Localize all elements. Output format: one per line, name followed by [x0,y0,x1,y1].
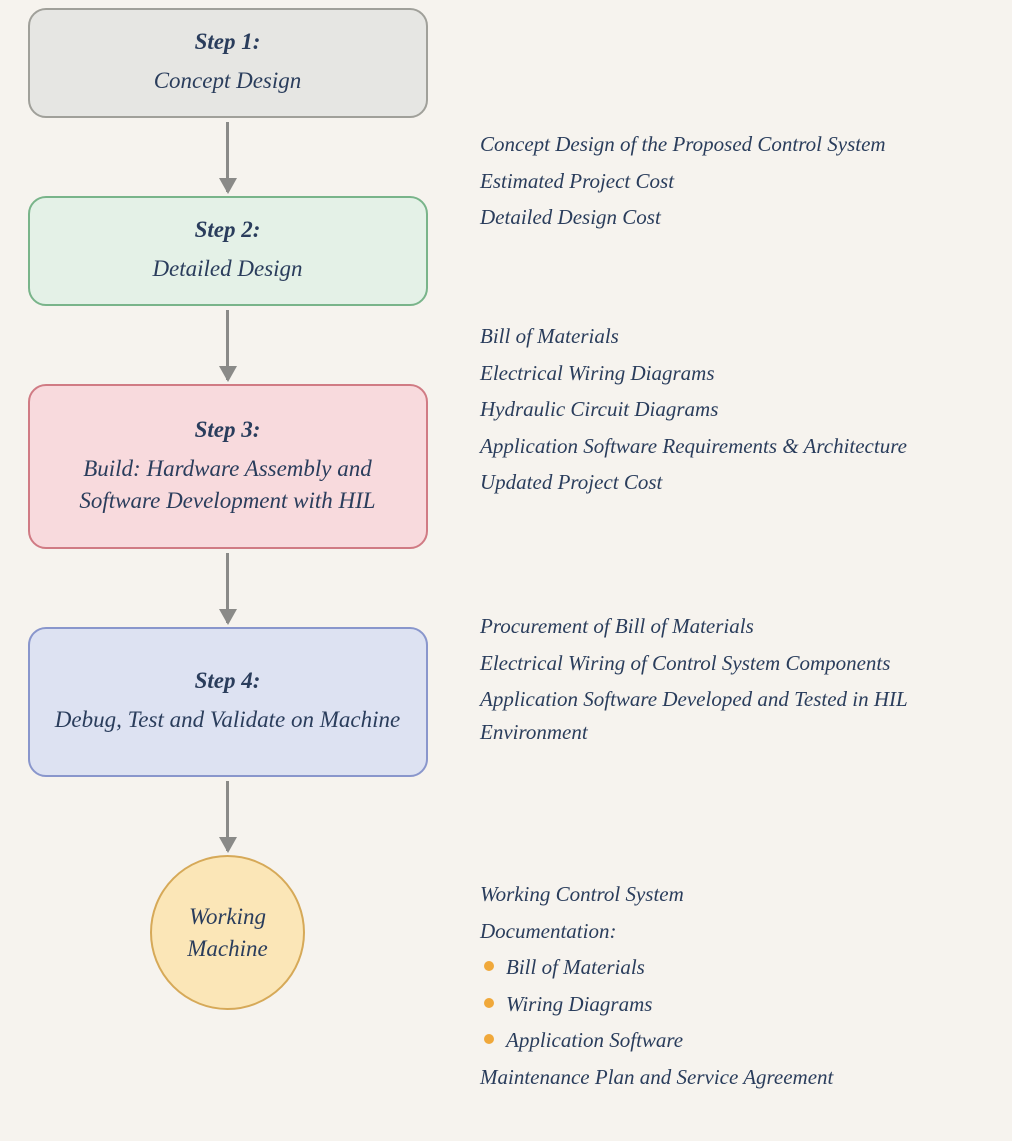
desc-line: Updated Project Cost [480,466,990,499]
flowchart-column: Step 1: Concept Design Step 2: Detailed … [10,8,445,1010]
step-4-box: Step 4: Debug, Test and Validate on Mach… [28,627,428,777]
desc-line: Detailed Design Cost [480,201,990,234]
step-2-body: Detailed Design [48,253,408,284]
desc-line: Application Software Developed and Teste… [480,683,990,748]
step-3-body: Build: Hardware Assembly and Software De… [48,453,408,515]
arrow-3 [226,553,229,623]
desc-block-3: Procurement of Bill of Materials Electric… [480,610,990,752]
desc-line: Estimated Project Cost [480,165,990,198]
desc-line: Hydraulic Circuit Diagrams [480,393,990,426]
desc-bullet-text: Application Software [506,1028,683,1052]
step-4-body: Debug, Test and Validate on Machine [48,704,408,735]
step-3-title: Step 3: [48,417,408,443]
desc-bullet-text: Wiring Diagrams [506,992,652,1016]
step-2-title: Step 2: [48,217,408,243]
desc-line: Working Control System [480,878,990,911]
desc-bullet-text: Bill of Materials [506,955,645,979]
bullet-icon [484,961,494,971]
desc-block-4: Working Control System Documentation: Bill… [480,878,990,1097]
step-2-box: Step 2: Detailed Design [28,196,428,306]
bullet-icon [484,1034,494,1044]
terminal-node: Working Machine [150,855,305,1010]
desc-line: Electrical Wiring Diagrams [480,357,990,390]
desc-line: Electrical Wiring of Control System Comp… [480,647,990,680]
step-1-body: Concept Design [48,65,408,96]
step-3-box: Step 3: Build: Hardware Assembly and Sof… [28,384,428,549]
arrow-4 [226,781,229,851]
desc-block-1: Concept Design of the Proposed Control S… [480,128,990,238]
desc-line: Application Software Requirements & Arch… [480,430,990,463]
terminal-label: Working Machine [162,901,293,963]
desc-line: Concept Design of the Proposed Control S… [480,128,990,161]
desc-line: Procurement of Bill of Materials [480,610,990,643]
desc-bullet-line: Wiring Diagrams [480,988,990,1021]
step-1-title: Step 1: [48,29,408,55]
desc-line: Documentation: [480,915,990,948]
desc-block-2: Bill of Materials Electrical Wiring Diagr… [480,320,990,503]
desc-line: Maintenance Plan and Service Agreement [480,1061,990,1094]
step-1-box: Step 1: Concept Design [28,8,428,118]
desc-bullet-line: Application Software [480,1024,990,1057]
step-4-title: Step 4: [48,668,408,694]
arrow-2 [226,310,229,380]
desc-line: Bill of Materials [480,320,990,353]
bullet-icon [484,998,494,1008]
desc-bullet-line: Bill of Materials [480,951,990,984]
arrow-1 [226,122,229,192]
